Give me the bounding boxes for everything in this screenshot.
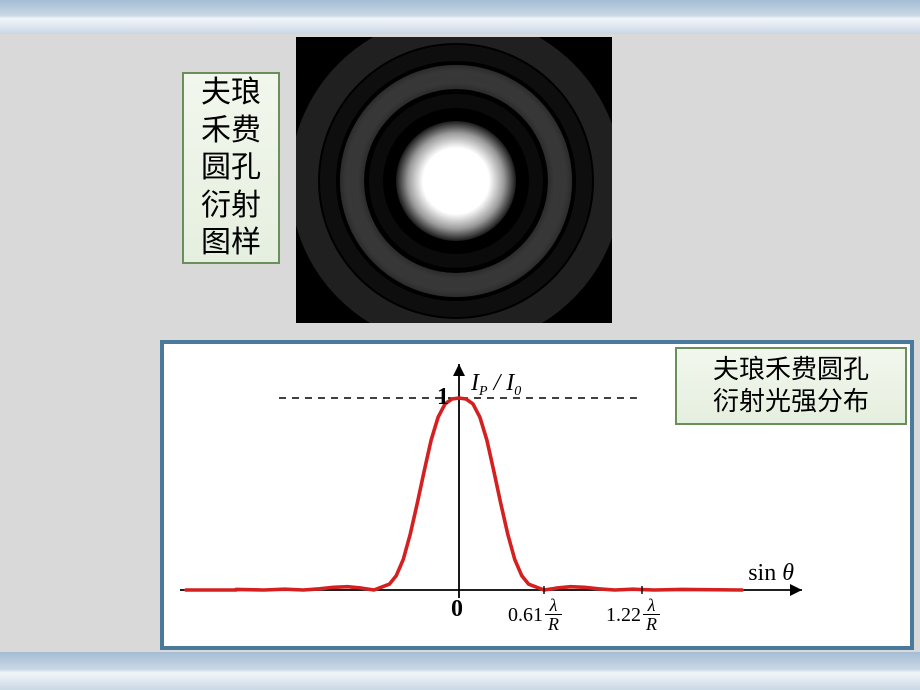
x-tick-label: 1.22λR bbox=[606, 596, 660, 635]
label-diffraction-pattern: 夫琅 禾费 圆孔 衍射 图样 bbox=[182, 72, 280, 264]
label-diffraction-pattern-text: 夫琅 禾费 圆孔 衍射 图样 bbox=[201, 74, 261, 262]
svg-text:1: 1 bbox=[437, 384, 449, 410]
intensity-chart-frame: IP / I0 1 0 sin θ 夫琅禾费圆孔 衍射光强分布 0.61λR 1.22λ… bbox=[160, 340, 914, 650]
airy-disk-svg bbox=[296, 37, 612, 323]
label-intensity-distribution: 夫琅禾费圆孔 衍射光强分布 bbox=[675, 347, 907, 425]
label-intensity-distribution-text: 夫琅禾费圆孔 衍射光强分布 bbox=[713, 354, 869, 419]
svg-text:0: 0 bbox=[451, 596, 463, 622]
top-stripe bbox=[0, 0, 920, 34]
svg-text:sin θ: sin θ bbox=[748, 560, 794, 586]
airy-disk-image bbox=[296, 37, 612, 323]
bottom-stripe bbox=[0, 652, 920, 690]
svg-text:IP / I0: IP / I0 bbox=[470, 370, 521, 399]
x-tick-label: 0.61λR bbox=[508, 596, 562, 635]
